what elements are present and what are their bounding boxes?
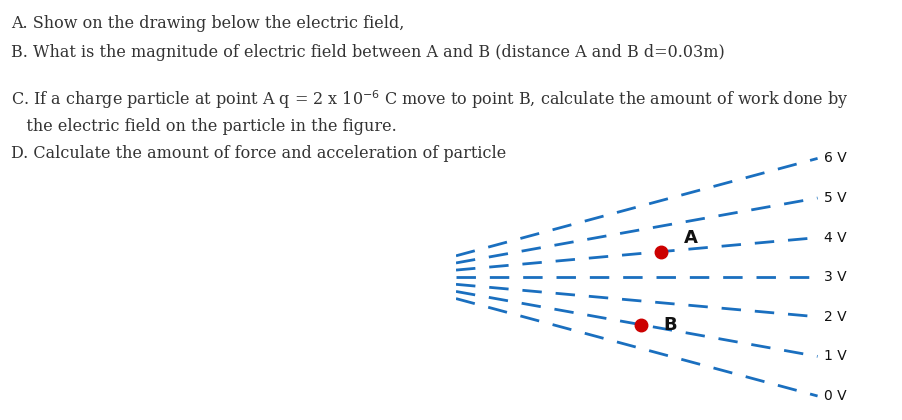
Text: D. Calculate the amount of force and acceleration of particle: D. Calculate the amount of force and acc…	[11, 145, 505, 162]
Text: A. Show on the drawing below the electric field,: A. Show on the drawing below the electri…	[11, 15, 404, 32]
Text: 6 V: 6 V	[823, 151, 845, 165]
Text: B. What is the magnitude of electric field between A and B (distance A and B d=0: B. What is the magnitude of electric fie…	[11, 44, 723, 61]
Text: 0 V: 0 V	[823, 389, 845, 403]
Text: 1 V: 1 V	[823, 349, 845, 363]
Text: B: B	[663, 316, 676, 333]
Text: 2 V: 2 V	[823, 310, 845, 324]
Text: C. If a charge particle at point A q = 2 x 10$^{-6}$ C move to point B, calculat: C. If a charge particle at point A q = 2…	[11, 88, 848, 111]
Text: 4 V: 4 V	[823, 231, 845, 244]
Text: A: A	[684, 229, 697, 247]
Text: 5 V: 5 V	[823, 191, 845, 205]
Text: 3 V: 3 V	[823, 270, 845, 284]
Text: the electric field on the particle in the figure.: the electric field on the particle in th…	[11, 118, 396, 134]
